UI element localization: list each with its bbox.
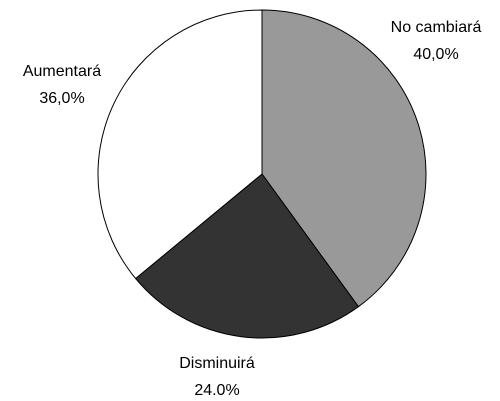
pie-slice	[97, 9, 263, 280]
slice-label: No cambiará	[391, 19, 482, 36]
slice-label: Disminuirá	[179, 355, 255, 372]
slice-value-label: 40,0%	[413, 46, 458, 63]
slice-value-label: 24.0%	[194, 382, 239, 399]
pie-slice	[134, 173, 360, 339]
slice-value-label: 36,0%	[39, 90, 84, 107]
pie-slice	[261, 9, 427, 308]
slice-label: Aumentará	[23, 63, 101, 80]
